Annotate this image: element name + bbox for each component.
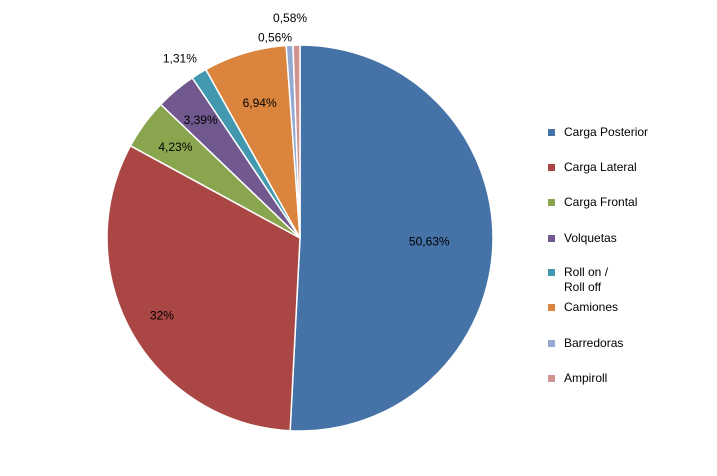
legend-item-barredoras: Barredoras	[548, 336, 623, 351]
pie-slice-carga-posterior	[289, 44, 494, 432]
legend-item-carga-lateral: Carga Lateral	[548, 160, 637, 175]
data-label: 1,31%	[163, 52, 197, 66]
legend-label: Carga Posterior	[564, 125, 649, 139]
legend-label: Volquetas	[564, 231, 617, 245]
legend-item-camiones: Camiones	[548, 300, 618, 315]
data-label: 6,94%	[243, 96, 277, 110]
legend-swatch	[548, 375, 555, 382]
legend-swatch	[548, 129, 555, 136]
data-label: 32%	[150, 308, 174, 322]
legend-swatch	[548, 304, 555, 311]
legend-label-line2: Roll off	[564, 280, 602, 294]
legend-item-carga-frontal: Carga Frontal	[548, 195, 637, 210]
legend-label: Ampiroll	[564, 371, 608, 385]
legend-swatch	[548, 199, 555, 206]
legend-label: Barredoras	[564, 336, 624, 350]
data-label: 0,58%	[273, 11, 307, 25]
legend-label: Carga Frontal	[564, 195, 638, 209]
legend-label: Carga Lateral	[564, 160, 637, 174]
legend-item-ampiroll: Ampiroll	[548, 371, 607, 386]
legend-item-volquetas: Volquetas	[548, 231, 617, 246]
data-label: 50,63%	[409, 234, 450, 248]
legend-swatch	[548, 164, 555, 171]
legend-swatch	[548, 340, 555, 347]
legend-item-carga-posterior: Carga Posterior	[548, 125, 648, 140]
legend-swatch	[548, 269, 555, 276]
legend-item-roll-on-roll-off: Roll on / Roll off	[548, 265, 608, 295]
data-label: 0,56%	[258, 31, 292, 45]
legend-label: Roll on /	[564, 265, 609, 279]
pie-slice-ampiroll	[292, 44, 301, 239]
legend-label: Camiones	[564, 300, 619, 314]
data-label: 4,23%	[158, 140, 192, 154]
pie-slice-carga-lateral	[106, 144, 301, 432]
legend-swatch	[548, 235, 555, 242]
data-label: 3,39%	[184, 113, 218, 127]
